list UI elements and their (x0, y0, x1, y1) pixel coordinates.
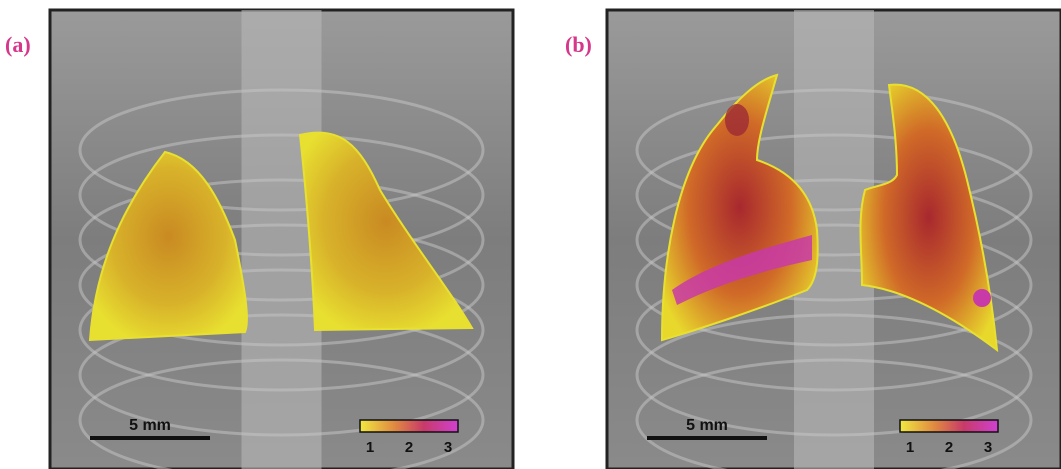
perfusion-spot (725, 104, 749, 136)
colorbar-tick-label: 2 (405, 439, 413, 456)
figure: (a) 5 mm 1 2 3 (b) 5 mm 1 2 3 (0, 0, 1061, 469)
colorbar-tick-label: 1 (906, 439, 914, 456)
panel-label: (b) (565, 32, 592, 57)
colorbar-tick-label: 3 (444, 439, 452, 456)
colorbar-tick-label: 3 (984, 439, 992, 456)
scale-bar-label: 5 mm (129, 417, 171, 434)
panel: 5 mm 1 2 3 (50, 10, 513, 469)
colorbar (900, 420, 998, 432)
panel: 5 mm 1 2 3 (607, 10, 1061, 469)
perfusion-spot (973, 289, 991, 307)
colorbar-tick-label: 2 (945, 439, 953, 456)
panel-label: (a) (5, 32, 31, 57)
scale-bar-label: 5 mm (686, 417, 728, 434)
colorbar-tick-label: 1 (366, 439, 374, 456)
colorbar (360, 420, 458, 432)
